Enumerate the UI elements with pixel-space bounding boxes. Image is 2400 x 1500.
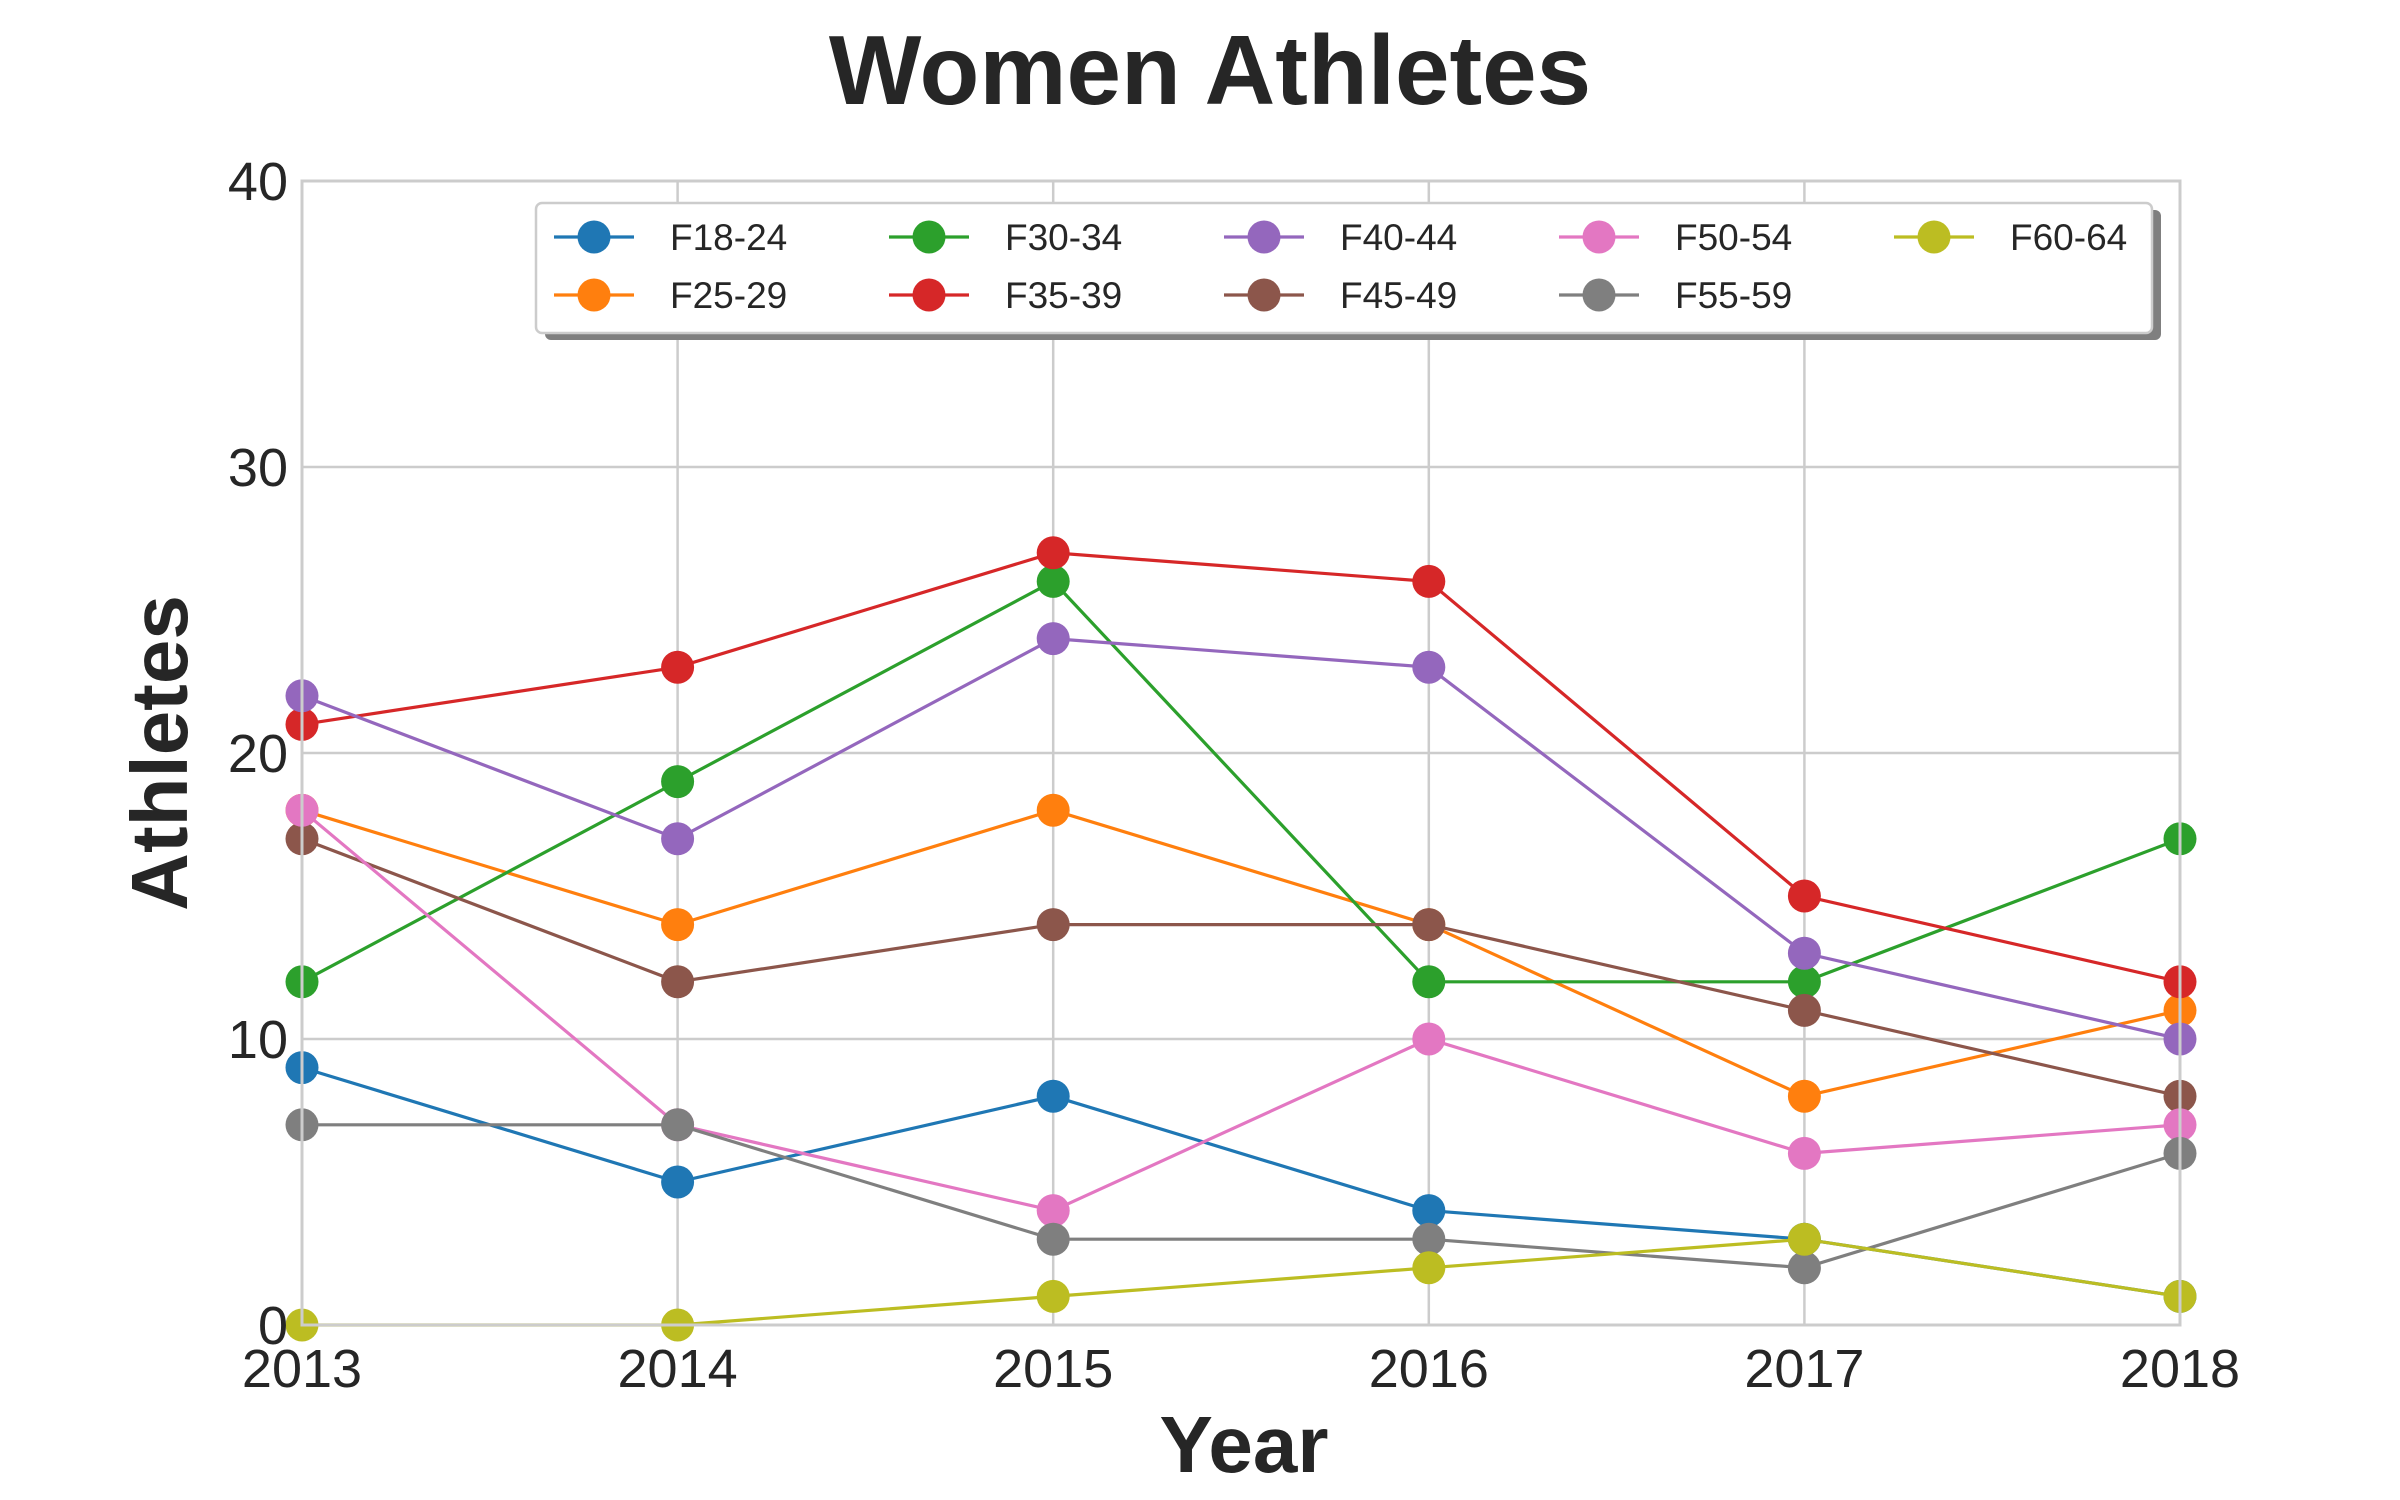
y-axis-label: Athletes xyxy=(115,595,204,911)
series-F45-49 xyxy=(285,822,2197,1113)
series-line xyxy=(300,808,2181,1213)
y-tick-label: 30 xyxy=(228,438,288,498)
plot-area xyxy=(285,179,2197,1342)
data-point xyxy=(1036,536,1070,570)
legend-marker xyxy=(1582,278,1616,312)
series-line xyxy=(301,1066,2181,1298)
data-point xyxy=(661,965,695,999)
series-line xyxy=(301,837,2181,1098)
series-layer xyxy=(285,536,2197,1342)
legend-marker xyxy=(577,278,611,312)
data-point xyxy=(1412,908,1446,942)
y-axis-ticks: 0 10 20 30 40 xyxy=(228,152,288,1356)
data-point xyxy=(1787,1136,1821,1170)
legend-label: F25-29 xyxy=(670,275,787,316)
x-axis-ticks: 2013 2014 2015 2016 2017 2018 xyxy=(242,1339,2240,1399)
data-point xyxy=(1036,908,1070,942)
y-tick-label: 10 xyxy=(228,1010,288,1070)
data-point xyxy=(1787,1079,1821,1113)
data-point xyxy=(1412,1251,1446,1285)
legend-label: F45-49 xyxy=(1340,275,1457,316)
series-F50-54 xyxy=(285,793,2197,1228)
series-line xyxy=(301,551,2181,984)
y-tick-label: 40 xyxy=(228,152,288,212)
data-point xyxy=(661,822,695,856)
data-point xyxy=(1787,936,1821,970)
data-point xyxy=(1787,1251,1821,1285)
x-tick-label: 2014 xyxy=(618,1339,738,1399)
x-tick-label: 2016 xyxy=(1369,1339,1489,1399)
series-line xyxy=(301,579,2181,984)
data-point xyxy=(1412,1222,1446,1256)
data-point xyxy=(1036,622,1070,656)
legend-item-F40-44: F40-44 xyxy=(1224,217,1457,258)
data-point xyxy=(1036,1222,1070,1256)
data-point xyxy=(1036,1194,1070,1228)
data-point xyxy=(661,908,695,942)
data-point xyxy=(1787,1222,1821,1256)
legend-label: F60-64 xyxy=(2010,217,2127,258)
data-point xyxy=(661,765,695,799)
legend-label: F30-34 xyxy=(1005,217,1122,258)
data-point xyxy=(661,1165,695,1199)
legend-item-F45-49: F45-49 xyxy=(1224,275,1457,316)
data-point xyxy=(1036,1079,1070,1113)
legend: F18-24 F25-29 F30-34 F35-39 F40-44 F45-49 F50-… xyxy=(534,201,2161,340)
x-tick-label: 2015 xyxy=(993,1339,1113,1399)
y-tick-label: 0 xyxy=(258,1296,288,1356)
plot-frame xyxy=(300,179,2182,1327)
legend-item-F25-29: F25-29 xyxy=(554,275,787,316)
data-point xyxy=(1787,879,1821,913)
legend-label: F35-39 xyxy=(1005,275,1122,316)
legend-items: F18-24 F25-29 F30-34 F35-39 F40-44 F45-49 F50-… xyxy=(554,217,2127,316)
legend-marker xyxy=(912,278,946,312)
series-F35-39 xyxy=(285,536,2197,999)
data-point xyxy=(1787,993,1821,1027)
legend-marker xyxy=(1247,220,1281,254)
series-F30-34 xyxy=(285,564,2197,999)
series-line xyxy=(302,1237,2181,1327)
legend-item-F55-59: F55-59 xyxy=(1559,275,1792,316)
data-point xyxy=(661,650,695,684)
data-point xyxy=(1036,793,1070,827)
data-point xyxy=(1036,1279,1070,1313)
series-F55-59 xyxy=(285,1108,2197,1285)
data-point xyxy=(1412,1194,1446,1228)
legend-label: F40-44 xyxy=(1340,217,1457,258)
series-F18-24 xyxy=(285,1051,2197,1313)
legend-marker xyxy=(1582,220,1616,254)
data-point xyxy=(1036,564,1070,598)
legend-label: F18-24 xyxy=(670,217,787,258)
x-tick-label: 2013 xyxy=(242,1339,362,1399)
legend-label: F50-54 xyxy=(1675,217,1792,258)
data-point xyxy=(1787,965,1821,999)
data-point xyxy=(1412,564,1446,598)
y-tick-label: 20 xyxy=(228,724,288,784)
legend-marker xyxy=(912,220,946,254)
x-tick-label: 2018 xyxy=(2120,1339,2240,1399)
legend-marker xyxy=(577,220,611,254)
chart-title: Women Athletes xyxy=(829,15,1591,125)
legend-marker xyxy=(1917,220,1951,254)
legend-label: F55-59 xyxy=(1675,275,1792,316)
x-axis-label: Year xyxy=(1159,1400,1328,1489)
legend-marker xyxy=(1247,278,1281,312)
legend-item-F50-54: F50-54 xyxy=(1559,217,1792,258)
series-line xyxy=(301,636,2181,1041)
legend-item-F18-24: F18-24 xyxy=(554,217,787,258)
data-point xyxy=(1412,650,1446,684)
x-tick-label: 2017 xyxy=(1744,1339,1864,1399)
data-point xyxy=(661,1108,695,1142)
series-F25-29 xyxy=(285,793,2197,1113)
legend-item-F35-39: F35-39 xyxy=(889,275,1122,316)
legend-item-F60-64: F60-64 xyxy=(1894,217,2127,258)
data-point xyxy=(1412,965,1446,999)
series-line xyxy=(301,808,2181,1098)
data-point xyxy=(1412,1022,1446,1056)
legend-item-F30-34: F30-34 xyxy=(889,217,1122,258)
